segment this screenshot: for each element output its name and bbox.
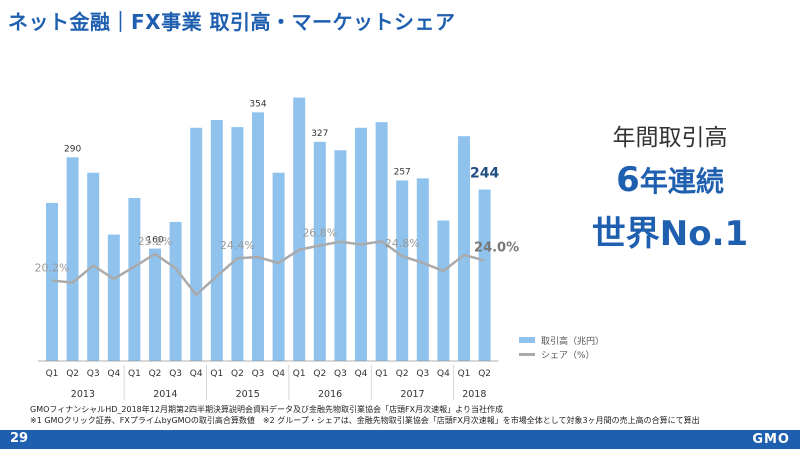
chart-legend: 取引高（兆円） シェア（%） xyxy=(519,333,604,361)
legend-swatch-line xyxy=(519,352,535,356)
chart-bar xyxy=(169,221,182,361)
bar-data-label: 244 xyxy=(470,166,499,182)
legend-label-volume: 取引高（兆円） xyxy=(541,336,605,347)
x-tick-label: Q4 xyxy=(190,369,203,379)
bar-data-label: 290 xyxy=(64,144,81,154)
year-label: 2015 xyxy=(236,389,260,400)
legend-item-volume: 取引高（兆円） xyxy=(519,333,604,347)
x-tick-label: Q3 xyxy=(334,369,347,379)
chart-bar xyxy=(416,178,429,361)
chart-bar xyxy=(272,172,285,361)
x-tick-label: Q1 xyxy=(128,369,141,379)
share-data-label: 26.8% xyxy=(302,226,337,239)
x-tick-label: Q4 xyxy=(107,369,120,379)
chart-bar xyxy=(190,127,203,362)
legend-swatch-bar xyxy=(519,337,535,343)
x-tick-label: Q4 xyxy=(355,369,368,379)
x-tick-label: Q2 xyxy=(231,369,244,379)
chart-bar xyxy=(334,150,347,361)
chart-bar xyxy=(396,180,409,361)
share-line xyxy=(51,239,485,297)
chart-bar xyxy=(252,112,264,361)
highlight-line1: 年間取引高 xyxy=(612,125,728,151)
x-tick-label: Q1 xyxy=(375,369,388,379)
x-tick-label: Q2 xyxy=(396,369,409,379)
chart-bar xyxy=(313,141,326,361)
footer-bar: 29 GMO xyxy=(0,430,800,449)
x-tick-label: Q2 xyxy=(478,369,491,379)
x-tick-label: Q4 xyxy=(272,369,285,379)
x-tick-label: Q3 xyxy=(416,369,429,379)
x-tick-label: Q1 xyxy=(293,369,306,379)
x-tick-label: Q1 xyxy=(458,369,471,379)
footnote: GMOフィナンシャルHD_2018年12月期第2四半期決算説明会資料データ及び金… xyxy=(30,404,700,426)
bar-data-label: 160 xyxy=(146,236,163,246)
page-title: ネット金融｜FX事業 取引高・マーケットシェア xyxy=(8,10,456,34)
highlight-panel: 年間取引高 6年連続 世界No.1 xyxy=(570,118,770,255)
bar-data-label: 257 xyxy=(394,167,411,177)
x-tick-label: Q2 xyxy=(66,369,79,379)
highlight-years: 6 xyxy=(616,160,640,200)
highlight-consecutive: 年連続 xyxy=(639,165,724,198)
chart-bar xyxy=(128,198,141,361)
x-tick-label: Q4 xyxy=(437,369,450,379)
footnote-source: GMOフィナンシャルHD_2018年12月期第2四半期決算説明会資料データ及び金… xyxy=(30,405,503,414)
highlight-line3: 世界No.1 xyxy=(591,214,749,254)
chart-bar xyxy=(46,202,58,361)
share-data-label: 24.4% xyxy=(220,239,255,252)
chart-bar xyxy=(458,136,470,361)
year-label: 2016 xyxy=(318,389,342,400)
chart-bar xyxy=(478,189,491,361)
legend-item-share: シェア（%） xyxy=(519,347,604,361)
x-tick-label: Q2 xyxy=(149,369,162,379)
share-data-label: 25.2% xyxy=(138,235,173,248)
legend-label-share: シェア（%） xyxy=(541,350,595,361)
share-data-label: 20.2% xyxy=(35,261,70,274)
x-tick-label: Q1 xyxy=(210,369,223,379)
bar-data-label: 354 xyxy=(249,99,266,109)
chart-bar xyxy=(437,220,450,361)
highlight-line2: 6年連続 xyxy=(570,160,770,200)
year-label: 2013 xyxy=(71,389,95,400)
year-label: 2014 xyxy=(153,389,177,400)
year-label: 2017 xyxy=(400,389,424,400)
year-label: 2018 xyxy=(462,389,486,400)
share-data-label: 24.8% xyxy=(385,237,420,250)
chart-bar xyxy=(149,248,161,361)
x-tick-label: Q3 xyxy=(169,369,182,379)
chart-bar xyxy=(66,157,79,361)
x-tick-label: Q1 xyxy=(46,369,59,379)
chart-bar xyxy=(231,127,244,361)
chart-bar xyxy=(210,120,223,361)
footnote-notes: ※1 GMOクリック証券、FXプライムbyGMOの取引高合算数値 ※2 グループ… xyxy=(30,416,700,425)
page-number: 29 xyxy=(10,431,29,446)
chart-bar xyxy=(293,97,306,361)
bar-data-label: 327 xyxy=(311,129,328,139)
x-tick-label: Q3 xyxy=(87,369,100,379)
gmo-logo: GMO xyxy=(752,432,790,447)
x-tick-label: Q2 xyxy=(313,369,326,379)
share-data-label: 24.0% xyxy=(474,240,519,255)
x-tick-label: Q3 xyxy=(252,369,265,379)
chart-bar xyxy=(107,234,120,361)
